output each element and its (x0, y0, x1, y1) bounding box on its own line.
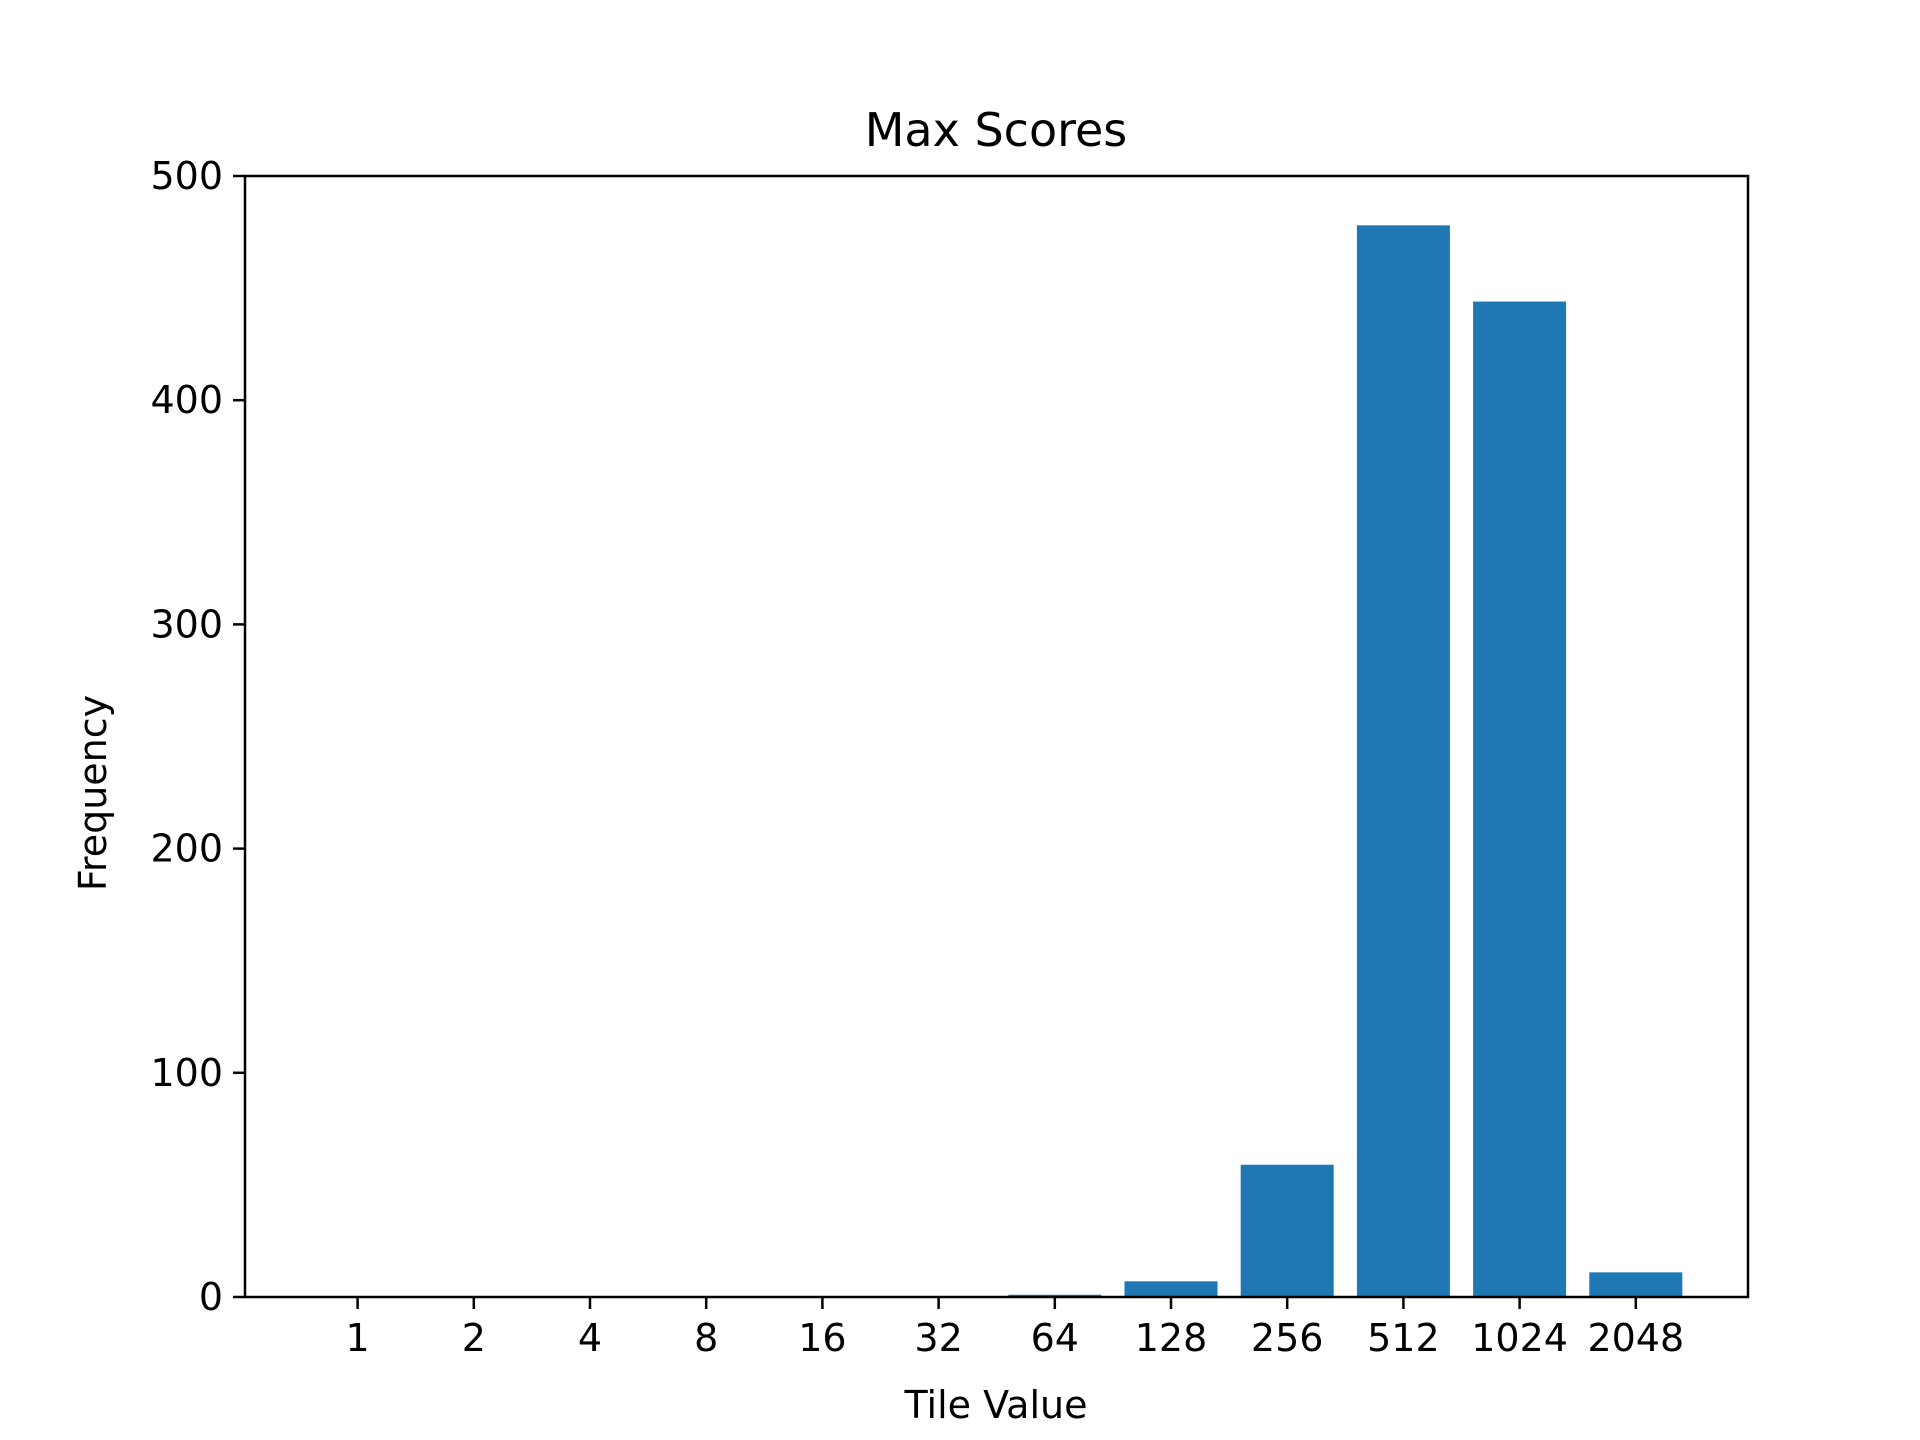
x-axis-label: Tile Value (904, 1383, 1088, 1427)
y-tick-label-200: 200 (150, 827, 223, 871)
ticks-layer: 1 2 4 8 16 32 64 128 256 512 1024 2048 0 100 200 300 400… (150, 154, 1684, 1360)
y-tick-label-400: 400 (150, 378, 223, 422)
y-tick-label-500: 500 (150, 154, 223, 198)
bar-256 (1240, 1164, 1334, 1297)
x-tick-label-128: 128 (1135, 1316, 1208, 1360)
x-tick-label-64: 64 (1031, 1316, 1079, 1360)
y-tick-label-100: 100 (150, 1051, 223, 1095)
x-tick-label-1: 1 (346, 1316, 370, 1360)
y-axis-label: Frequency (71, 695, 115, 891)
bar-2048 (1589, 1272, 1683, 1297)
bar-512 (1356, 225, 1450, 1297)
axes-layer (243, 174, 1750, 1299)
bars-layer (1008, 225, 1683, 1297)
x-tick-label-8: 8 (694, 1316, 718, 1360)
x-tick-label-256: 256 (1251, 1316, 1324, 1360)
x-tick-label-512: 512 (1367, 1316, 1440, 1360)
x-tick-label-2: 2 (462, 1316, 486, 1360)
x-tick-label-1024: 1024 (1471, 1316, 1568, 1360)
x-tick-label-16: 16 (798, 1316, 846, 1360)
bar-1024 (1473, 301, 1567, 1297)
y-tick-label-300: 300 (150, 602, 223, 646)
bar-128 (1124, 1281, 1218, 1297)
x-tick-label-2048: 2048 (1587, 1316, 1684, 1360)
plot-frame (243, 174, 1750, 1299)
x-tick-label-32: 32 (914, 1316, 962, 1360)
y-tick-label-0: 0 (199, 1275, 223, 1319)
x-tick-label-4: 4 (578, 1316, 602, 1360)
chart-title: Max Scores (865, 103, 1128, 157)
